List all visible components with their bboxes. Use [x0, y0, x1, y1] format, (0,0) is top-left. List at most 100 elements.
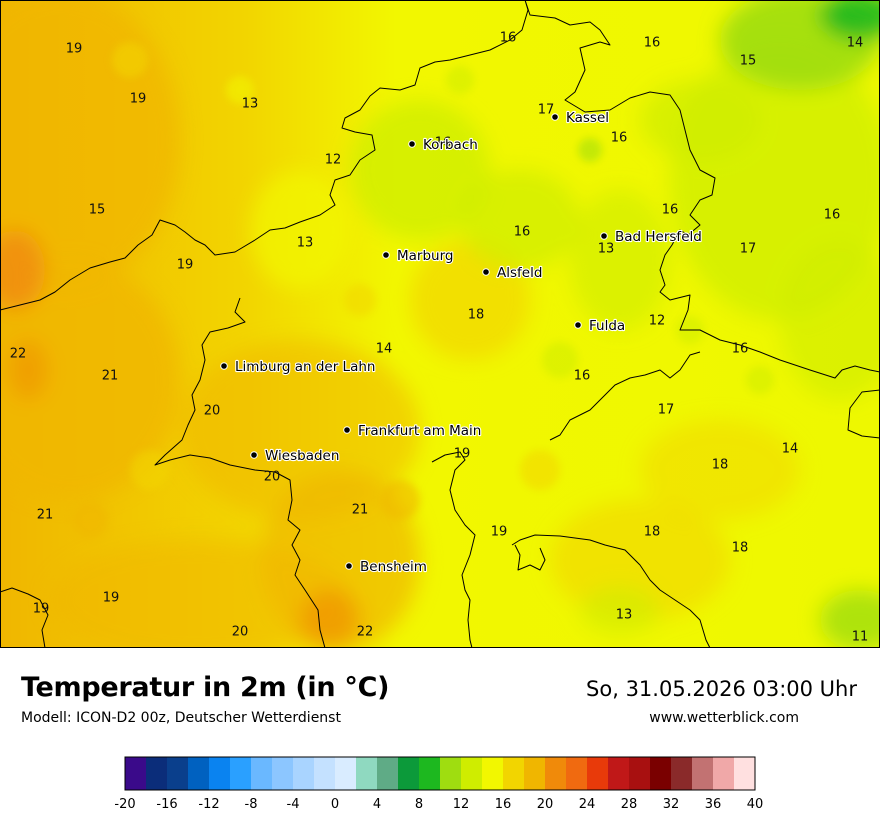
temperature-value: 16 — [500, 31, 517, 46]
legend-tick-label: 28 — [621, 797, 638, 812]
legend-swatch — [335, 757, 357, 790]
model-info: Modell: ICON-D2 00z, Deutscher Wetterdie… — [21, 710, 341, 726]
temperature-value: 14 — [847, 36, 864, 51]
city-label: Limburg an der Lahn — [235, 359, 375, 375]
state-border — [0, 0, 880, 648]
temperature-map: 19 19 13 16 16 14 15 17 16 16 12 15 16 13 16 16 13 19 17 14… — [0, 0, 880, 648]
legend-swatch — [545, 757, 567, 790]
temperature-value: 16 — [574, 369, 591, 384]
legend-tick-label: 20 — [537, 797, 554, 812]
temperature-value: 15 — [740, 54, 757, 69]
city-dot — [482, 268, 490, 276]
legend-tick-label: -4 — [287, 797, 300, 812]
legend-tick-label: 24 — [579, 797, 596, 812]
legend-swatch — [419, 757, 441, 790]
city-marker: Marburg — [382, 247, 455, 265]
temperature-value: 16 — [732, 342, 749, 357]
legend-swatch — [524, 757, 546, 790]
temperature-value: 13 — [242, 97, 259, 112]
legend-swatch — [146, 757, 168, 790]
temperature-value: 18 — [644, 525, 661, 540]
legend-swatch — [734, 757, 756, 790]
city-label: Bad Hersfeld — [615, 229, 702, 245]
forecast-datetime: So, 31.05.2026 03:00 Uhr — [586, 677, 857, 701]
city-label: Marburg — [397, 248, 453, 264]
legend-swatch — [230, 757, 252, 790]
temperature-value: 15 — [89, 203, 106, 218]
legend-swatch — [629, 757, 651, 790]
temperature-value: 12 — [649, 314, 666, 329]
temperature-value: 21 — [37, 508, 54, 523]
temperature-value: 19 — [66, 42, 83, 57]
temperature-value: 17 — [538, 103, 555, 118]
legend-swatch — [356, 757, 378, 790]
legend-swatch — [671, 757, 693, 790]
legend-swatch — [566, 757, 588, 790]
city-dot — [250, 451, 258, 459]
temperature-value: 20 — [204, 404, 221, 419]
city-markers: Kassel Korbach Bad Hersfeld Marburg Alsfeld F… — [220, 109, 703, 576]
temperature-value: 16 — [644, 36, 661, 51]
temperature-value: 16 — [435, 136, 452, 151]
city-marker: Alsfeld — [482, 264, 544, 282]
city-dot — [551, 113, 559, 121]
temperature-value: 18 — [712, 458, 729, 473]
temperature-value: 19 — [103, 591, 120, 606]
legend-tick-label: 40 — [747, 797, 764, 812]
legend-swatch — [398, 757, 420, 790]
temperature-value: 13 — [598, 242, 615, 257]
city-label: Fulda — [589, 318, 625, 334]
city-dot — [600, 232, 608, 240]
temperature-value: 19 — [491, 525, 508, 540]
temperature-value: 16 — [662, 203, 679, 218]
temperature-value: 22 — [10, 347, 27, 362]
legend-tick-label: 4 — [373, 797, 381, 812]
legend-swatch — [713, 757, 735, 790]
city-dot — [382, 251, 390, 259]
city-marker: Wiesbaden — [250, 447, 341, 465]
temperature-value: 21 — [352, 503, 369, 518]
legend-tick-label: 16 — [495, 797, 512, 812]
legend-swatch — [503, 757, 525, 790]
temperature-value: 19 — [454, 447, 471, 462]
legend-swatch — [272, 757, 294, 790]
city-dot — [220, 362, 228, 370]
temperature-value: 14 — [782, 442, 799, 457]
legend-tick-label: 8 — [415, 797, 423, 812]
temperature-value: 20 — [232, 625, 249, 640]
city-label: Frankfurt am Main — [358, 423, 481, 439]
temperature-field — [0, 0, 880, 648]
legend-swatch — [377, 757, 399, 790]
legend-swatch — [125, 757, 147, 790]
city-dot — [574, 321, 582, 329]
city-label: Alsfeld — [497, 265, 542, 281]
website-link[interactable]: www.wetterblick.com — [649, 710, 799, 726]
legend-swatch — [293, 757, 315, 790]
legend-swatch — [587, 757, 609, 790]
temperature-value: 19 — [33, 602, 50, 617]
temperature-value: 18 — [732, 541, 749, 556]
city-label: Kassel — [566, 110, 609, 126]
temperature-value: 16 — [824, 208, 841, 223]
map-title: Temperatur in 2m (in °C) — [21, 672, 390, 703]
legend-swatch — [650, 757, 672, 790]
legend-swatch — [608, 757, 630, 790]
city-label: Bensheim — [360, 559, 427, 575]
city-marker: Limburg an der Lahn — [220, 358, 377, 376]
map-footer: Temperatur in 2m (in °C) Modell: ICON-D2… — [0, 648, 880, 830]
city-label: Korbach — [423, 137, 478, 153]
temperature-value: 14 — [376, 342, 393, 357]
temperature-value: 16 — [611, 131, 628, 146]
city-label: Wiesbaden — [265, 448, 339, 464]
color-legend: -20 -16 -12 -8 -4 0 4 8 12 16 20 24 28 32 36 40 — [114, 756, 764, 812]
legend-tick-label: 36 — [705, 797, 722, 812]
legend-swatch — [251, 757, 273, 790]
temperature-value: 22 — [357, 625, 374, 640]
temperature-value: 19 — [177, 258, 194, 273]
temperature-value: 21 — [102, 369, 119, 384]
city-marker: Korbach — [408, 136, 479, 154]
temperature-value: 18 — [468, 308, 485, 323]
city-marker: Frankfurt am Main — [343, 422, 482, 440]
temperature-value: 20 — [264, 470, 281, 485]
city-dot — [408, 140, 416, 148]
